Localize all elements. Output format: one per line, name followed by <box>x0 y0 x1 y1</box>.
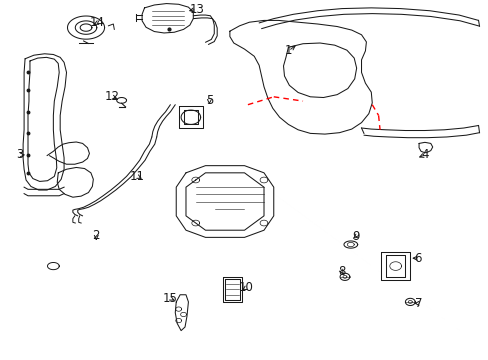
Text: 1: 1 <box>284 44 291 57</box>
Text: 4: 4 <box>420 148 428 161</box>
Text: 3: 3 <box>17 148 24 161</box>
Polygon shape <box>142 4 193 33</box>
Polygon shape <box>222 277 242 302</box>
Text: 14: 14 <box>90 17 104 30</box>
Text: 13: 13 <box>189 3 203 16</box>
Polygon shape <box>23 54 66 190</box>
Polygon shape <box>178 107 203 128</box>
Text: 10: 10 <box>239 281 253 294</box>
Text: 6: 6 <box>413 252 421 265</box>
Text: 15: 15 <box>163 292 178 305</box>
Text: 11: 11 <box>129 170 144 183</box>
Polygon shape <box>380 252 409 280</box>
Text: 5: 5 <box>205 94 213 107</box>
Polygon shape <box>175 295 188 330</box>
Text: 8: 8 <box>338 265 345 278</box>
Text: 2: 2 <box>92 229 100 242</box>
Text: 7: 7 <box>414 297 422 310</box>
Polygon shape <box>176 166 273 237</box>
Text: 12: 12 <box>104 90 119 103</box>
Polygon shape <box>57 167 93 197</box>
Polygon shape <box>418 142 432 153</box>
Text: 9: 9 <box>351 230 359 243</box>
